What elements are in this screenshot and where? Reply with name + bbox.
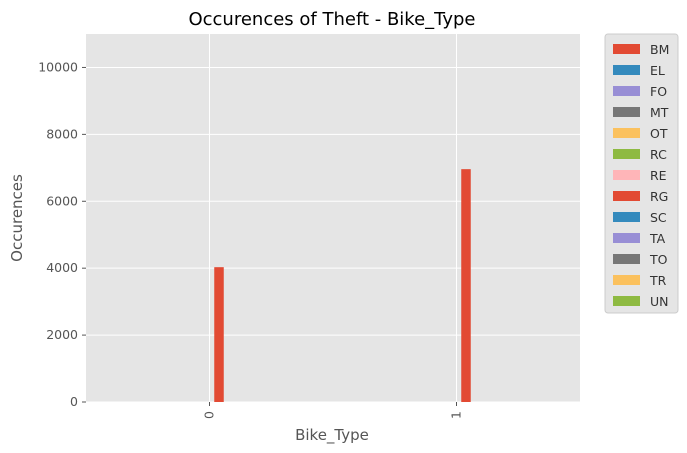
legend-swatch-ta xyxy=(613,233,640,243)
legend-swatch-sc xyxy=(613,212,640,222)
legend-label-re: RE xyxy=(650,168,667,183)
legend-label-bm: BM xyxy=(650,42,669,57)
plot-area xyxy=(86,34,580,402)
legend-swatch-bm xyxy=(613,44,640,54)
legend-swatch-re xyxy=(613,170,640,180)
bar-rg-0 xyxy=(214,267,224,402)
y-tick-label: 8000 xyxy=(46,126,78,141)
x-axis-title: Bike_Type xyxy=(295,426,369,445)
legend-label-rg: RG xyxy=(650,189,668,204)
legend-swatch-el xyxy=(613,65,640,75)
x-tick-label: 1 xyxy=(449,411,464,419)
legend-swatch-un xyxy=(613,296,640,306)
legend-swatch-rc xyxy=(613,149,640,159)
legend-label-ta: TA xyxy=(649,231,666,246)
y-tick-label: 10000 xyxy=(38,59,78,74)
legend-label-un: UN xyxy=(650,294,669,309)
legend-label-to: TO xyxy=(649,252,668,267)
legend-label-ot: OT xyxy=(650,126,668,141)
y-tick-label: 4000 xyxy=(46,260,78,275)
legend-swatch-ot xyxy=(613,128,640,138)
legend-label-fo: FO xyxy=(650,84,667,99)
y-tick-label: 2000 xyxy=(46,327,78,342)
y-axis: 0 2000 4000 6000 8000 10000 xyxy=(38,59,86,409)
legend-swatch-tr xyxy=(613,275,640,285)
y-tick-label: 0 xyxy=(70,394,78,409)
legend-box xyxy=(604,33,679,314)
legend-swatch-fo xyxy=(613,86,640,96)
legend-label-tr: TR xyxy=(649,273,667,288)
grid-lines xyxy=(86,34,580,403)
legend-label-el: EL xyxy=(650,63,665,78)
legend-label-mt: MT xyxy=(650,105,669,120)
legend-swatch-to xyxy=(613,254,640,264)
y-axis-title: Occurences xyxy=(8,174,26,262)
bars xyxy=(214,169,471,402)
y-tick-label: 6000 xyxy=(46,193,78,208)
legend-swatch-rg xyxy=(613,191,640,201)
bar-rg-1 xyxy=(461,169,471,402)
chart-title: Occurences of Theft - Bike_Type xyxy=(188,9,475,30)
x-tick-label: 0 xyxy=(202,411,217,419)
legend-swatch-mt xyxy=(613,107,640,117)
legend: BM EL FO MT OT RC RE RG SC TA TO TR UN xyxy=(604,33,679,314)
legend-label-rc: RC xyxy=(650,147,667,162)
legend-label-sc: SC xyxy=(650,210,667,225)
